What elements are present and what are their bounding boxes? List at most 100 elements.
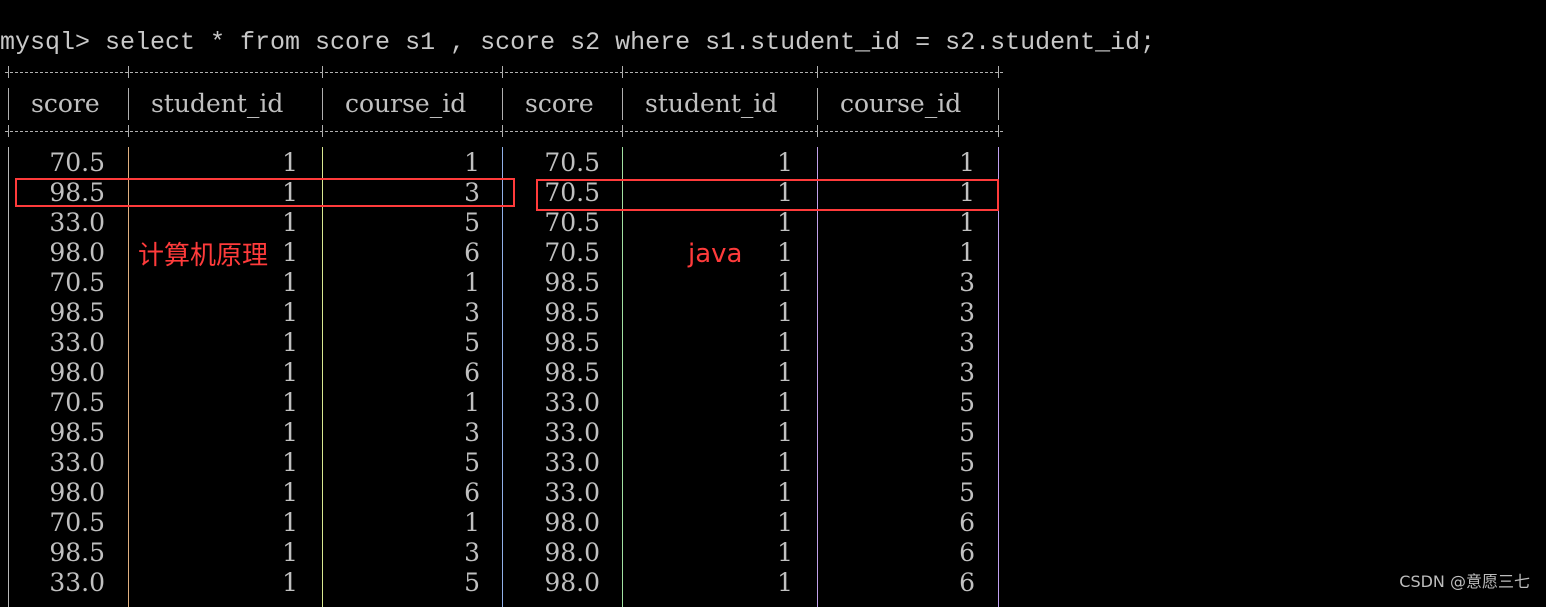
table-cell: 33.0 — [49, 208, 105, 237]
column-separator — [322, 125, 323, 137]
table-cell: 1 — [282, 148, 298, 177]
table-cell: 3 — [464, 418, 480, 447]
table-cell: 98.0 — [544, 508, 600, 537]
table-cell: 6 — [959, 568, 975, 597]
column-separator — [817, 147, 818, 607]
table-cell: 1 — [777, 538, 793, 567]
table-cell: 33.0 — [544, 388, 600, 417]
table-cell: 6 — [959, 538, 975, 567]
column-separator — [8, 66, 9, 78]
column-separator — [622, 147, 623, 607]
column-separator — [998, 147, 999, 607]
table-cell: 3 — [464, 178, 480, 207]
table-cell: 1 — [777, 508, 793, 537]
table-cell: 70.5 — [49, 508, 105, 537]
table-cell: 1 — [282, 568, 298, 597]
column-separator — [502, 88, 503, 120]
table-cell: 1 — [959, 238, 975, 267]
table-cell: 33.0 — [49, 328, 105, 357]
table-cell: 5 — [959, 418, 975, 447]
table-cell: 70.5 — [49, 148, 105, 177]
column-header: course_id — [840, 89, 962, 118]
table-cell: 70.5 — [49, 388, 105, 417]
table-cell: 5 — [464, 448, 480, 477]
table-border-line — [5, 131, 1003, 132]
table-cell: 1 — [777, 268, 793, 297]
table-cell: 1 — [464, 148, 480, 177]
table-cell: 5 — [464, 328, 480, 357]
column-header: student_id — [151, 89, 284, 118]
table-cell: 1 — [282, 178, 298, 207]
table-cell: 1 — [282, 388, 298, 417]
table-cell: 1 — [282, 418, 298, 447]
table-cell: 98.0 — [49, 478, 105, 507]
column-separator — [322, 66, 323, 78]
table-cell: 1 — [282, 538, 298, 567]
table-cell: 33.0 — [544, 448, 600, 477]
column-separator — [998, 88, 999, 120]
table-cell: 70.5 — [544, 178, 600, 207]
table-cell: 33.0 — [49, 448, 105, 477]
column-separator — [128, 66, 129, 78]
command-line: mysql> select * from score s1 , score s2… — [0, 28, 1156, 57]
table-cell: 5 — [464, 208, 480, 237]
table-cell: 98.5 — [49, 178, 105, 207]
column-separator — [322, 147, 323, 607]
table-cell: 6 — [464, 358, 480, 387]
table-cell: 1 — [282, 328, 298, 357]
column-header: course_id — [345, 89, 467, 118]
table-cell: 33.0 — [544, 478, 600, 507]
table-cell: 98.5 — [49, 418, 105, 447]
table-cell: 70.5 — [544, 148, 600, 177]
table-cell: 3 — [959, 268, 975, 297]
table-cell: 70.5 — [544, 238, 600, 267]
column-separator — [502, 66, 503, 78]
column-separator — [622, 88, 623, 120]
annotation-left: 计算机原理 — [138, 241, 269, 271]
column-separator — [322, 88, 323, 120]
table-cell: 98.5 — [544, 358, 600, 387]
column-header: score — [31, 89, 100, 118]
table-cell: 1 — [464, 388, 480, 417]
table-cell: 33.0 — [49, 568, 105, 597]
table-cell: 1 — [777, 568, 793, 597]
column-separator — [128, 125, 129, 137]
table-cell: 1 — [777, 388, 793, 417]
table-cell: 5 — [959, 388, 975, 417]
annotation-right: java — [688, 239, 743, 269]
table-cell: 1 — [777, 358, 793, 387]
table-cell: 1 — [282, 358, 298, 387]
table-cell: 1 — [959, 208, 975, 237]
highlight-box-right — [536, 179, 999, 211]
table-cell: 1 — [959, 178, 975, 207]
column-separator — [817, 88, 818, 120]
table-cell: 70.5 — [49, 268, 105, 297]
table-cell: 1 — [777, 208, 793, 237]
table-cell: 70.5 — [544, 208, 600, 237]
table-cell: 1 — [282, 208, 298, 237]
column-separator — [622, 66, 623, 78]
table-cell: 6 — [464, 238, 480, 267]
column-header: score — [525, 89, 594, 118]
table-cell: 1 — [282, 268, 298, 297]
table-cell: 1 — [777, 448, 793, 477]
column-separator — [817, 125, 818, 137]
table-cell: 5 — [959, 478, 975, 507]
column-separator — [622, 125, 623, 137]
table-cell: 98.5 — [49, 538, 105, 567]
table-cell: 1 — [777, 148, 793, 177]
highlight-box-left — [15, 178, 515, 207]
table-cell: 98.5 — [544, 298, 600, 327]
table-cell: 1 — [777, 328, 793, 357]
column-header: student_id — [645, 89, 778, 118]
table-cell: 98.5 — [544, 328, 600, 357]
table-cell: 5 — [464, 568, 480, 597]
table-cell: 98.0 — [544, 538, 600, 567]
table-cell: 3 — [959, 298, 975, 327]
column-separator — [128, 88, 129, 120]
table-cell: 3 — [959, 328, 975, 357]
table-cell: 98.5 — [544, 268, 600, 297]
table-cell: 6 — [464, 478, 480, 507]
table-cell: 98.5 — [49, 298, 105, 327]
table-cell: 1 — [282, 508, 298, 537]
